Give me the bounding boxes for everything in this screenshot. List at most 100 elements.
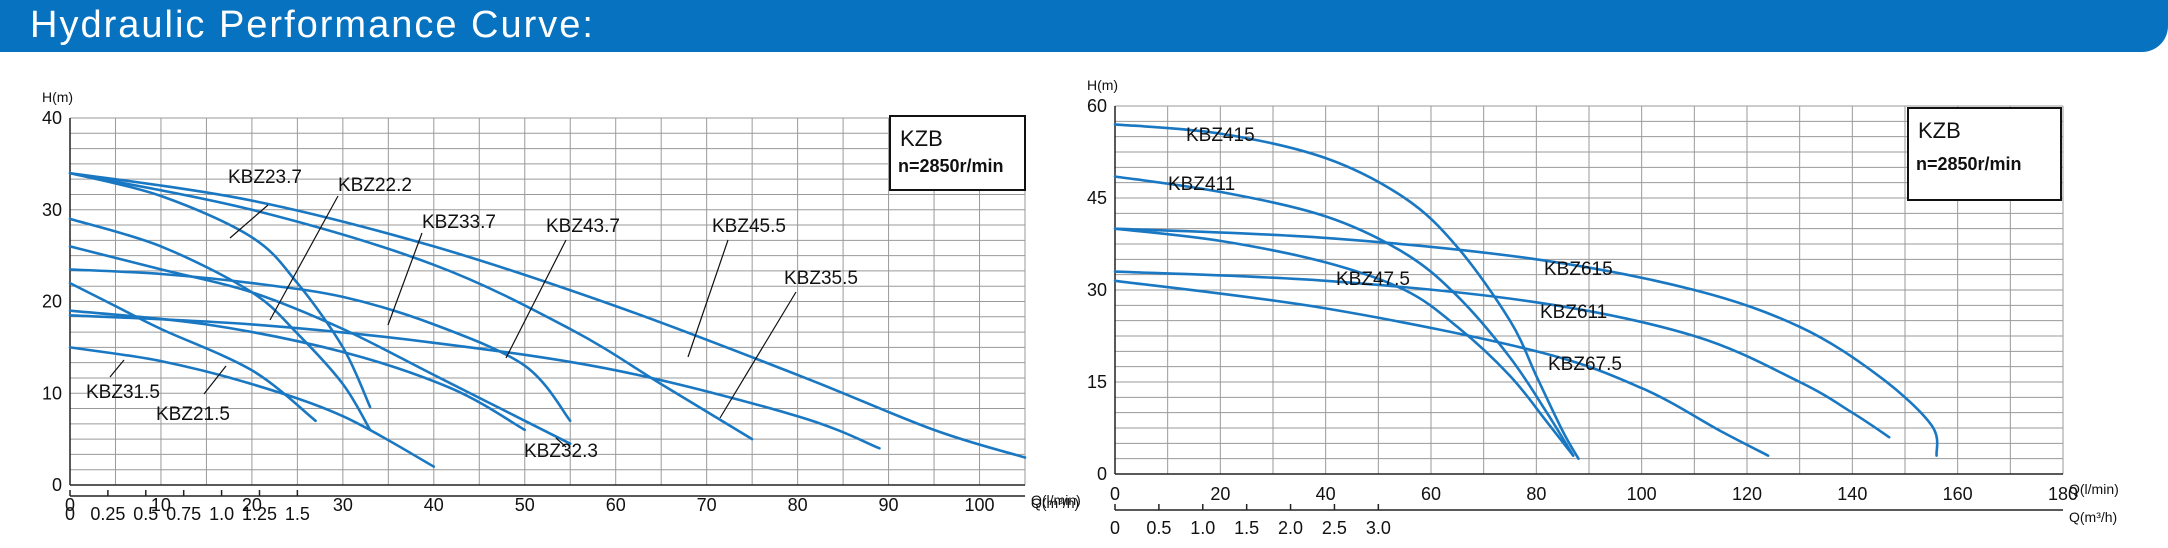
x-tick-label: 100 <box>965 495 995 515</box>
x-tick-label: 180 <box>2048 484 2078 504</box>
series-line <box>1113 227 1575 457</box>
x-tick-label: 140 <box>1837 484 1867 504</box>
x2-axis-label: Q(m³/h) <box>1031 495 1079 511</box>
label-leader <box>719 291 797 419</box>
curve-label: KBZ21.5 <box>156 404 230 425</box>
x2-tick-label: 0 <box>65 504 75 524</box>
x2-tick-label: 1.5 <box>1234 518 1259 538</box>
x-tick-label: 80 <box>1526 484 1546 504</box>
y-tick-label: 0 <box>52 475 62 495</box>
x-tick-label: 0 <box>1110 484 1120 504</box>
series-line <box>68 314 881 450</box>
series-line <box>68 217 372 432</box>
x-tick-label: 80 <box>788 495 808 515</box>
label-leader <box>203 365 227 395</box>
curve-label: KBZ31.5 <box>86 382 160 403</box>
legend-title: KZB <box>900 126 943 151</box>
series-line <box>68 245 572 445</box>
y-tick-label: 15 <box>1087 372 1107 392</box>
legend-speed: n=2850r/min <box>1916 154 2022 174</box>
curve-label: KBZ615 <box>1544 259 1613 280</box>
x2-tick-label: 0.5 <box>1146 518 1171 538</box>
curve-label: KBZ411 <box>1168 174 1235 195</box>
x-tick-label: 50 <box>515 495 535 515</box>
series-line <box>1113 227 1939 457</box>
chart-1: 0 10 20 30 40 0 10 20 30 40 50 60 70 80 90 100 0 0.25 0.5 0… <box>42 89 1081 524</box>
legend-title: KZB <box>1918 118 1961 143</box>
x2-tick-label: 2.5 <box>1322 518 1347 538</box>
x2-tick-label: 1.25 <box>242 504 277 524</box>
x-axis-label: Q(l/min) <box>1031 492 1081 508</box>
x-tick-label: 120 <box>1732 484 1762 504</box>
x-tick-label: 60 <box>1421 484 1441 504</box>
x-tick-label: 20 <box>1210 484 1230 504</box>
series-line <box>68 346 436 468</box>
x-tick-label: 0 <box>65 495 75 515</box>
series-line <box>68 171 754 441</box>
x-tick-label: 60 <box>606 495 626 515</box>
label-leader <box>687 239 729 358</box>
header-bar <box>0 0 2168 52</box>
series-line <box>1113 175 1575 457</box>
x2-tick-label: 0.75 <box>166 504 201 524</box>
page-title: Hydraulic Performance Curve: <box>30 4 595 46</box>
y-tick-label: 0 <box>1097 464 1107 484</box>
curve-label: KBZ43.7 <box>546 216 620 237</box>
header: Hydraulic Performance Curve: <box>0 0 2168 52</box>
x-tick-label: 40 <box>1316 484 1336 504</box>
legend-box <box>1907 107 2062 201</box>
curve-label: KBZ22.2 <box>338 175 412 196</box>
x2-tick-label: 0.25 <box>90 504 125 524</box>
curve-label: KBZ32.3 <box>524 441 598 462</box>
x-tick-label: 70 <box>697 495 717 515</box>
x2-tick-label: 1.5 <box>285 504 310 524</box>
curve-label: KBZ415 <box>1186 125 1255 146</box>
x-axis-label: Q(l/min) <box>2069 481 2119 497</box>
curve-label: KBZ611 <box>1540 302 1607 323</box>
x-tick-label: 20 <box>242 495 262 515</box>
series-line <box>68 309 527 432</box>
x-tick-label: 160 <box>1943 484 1973 504</box>
label-leader <box>555 437 567 448</box>
y-tick-label: 20 <box>42 292 62 312</box>
series-line <box>1113 279 1770 457</box>
x2-axis-label: Q(m³/h) <box>2069 509 2117 525</box>
chart-2: 0 15 30 45 60 0 20 40 60 80 100 120 140 160 180 0 0.5 1.0… <box>1087 77 2119 538</box>
curve-label: KBZ35.5 <box>784 268 858 289</box>
y-tick-label: 30 <box>1087 280 1107 300</box>
x-tick-label: 90 <box>879 495 899 515</box>
x2-tick-label: 1.0 <box>1190 518 1215 538</box>
series-line <box>1113 123 1580 460</box>
y-axis-label: H(m) <box>42 89 73 105</box>
curve-label: KBZ45.5 <box>712 216 786 237</box>
x-tick-label: 40 <box>424 495 444 515</box>
y-tick-label: 45 <box>1087 188 1107 208</box>
label-leader <box>229 204 269 239</box>
y-tick-label: 30 <box>42 200 62 220</box>
x2-tick-label: 0.5 <box>133 504 158 524</box>
series-line <box>68 268 572 423</box>
label-leader <box>109 359 125 378</box>
curve-label: KBZ23.7 <box>228 167 302 188</box>
legend-speed: n=2850r/min <box>898 156 1004 176</box>
x2-tick-label: 3.0 <box>1366 518 1391 538</box>
x-tick-label: 30 <box>333 495 353 515</box>
x-tick-label: 100 <box>1627 484 1657 504</box>
y-tick-label: 40 <box>42 108 62 128</box>
x2-tick-label: 1.0 <box>209 504 234 524</box>
curve-label: KBZ67.5 <box>1548 354 1622 375</box>
series-line <box>1113 270 1891 439</box>
x2-tick-label: 0 <box>1110 518 1120 538</box>
curve-label: KBZ33.7 <box>422 212 496 233</box>
y-tick-label: 10 <box>42 383 62 403</box>
label-leader <box>387 232 423 326</box>
legend-box <box>889 115 1026 191</box>
label-leader <box>505 239 567 359</box>
curve-label: KBZ47.5 <box>1336 269 1410 290</box>
series-line <box>68 171 372 409</box>
y-axis-label: H(m) <box>1087 77 1118 93</box>
label-leader <box>269 195 339 321</box>
series-line <box>68 281 317 423</box>
grid <box>69 117 1026 486</box>
